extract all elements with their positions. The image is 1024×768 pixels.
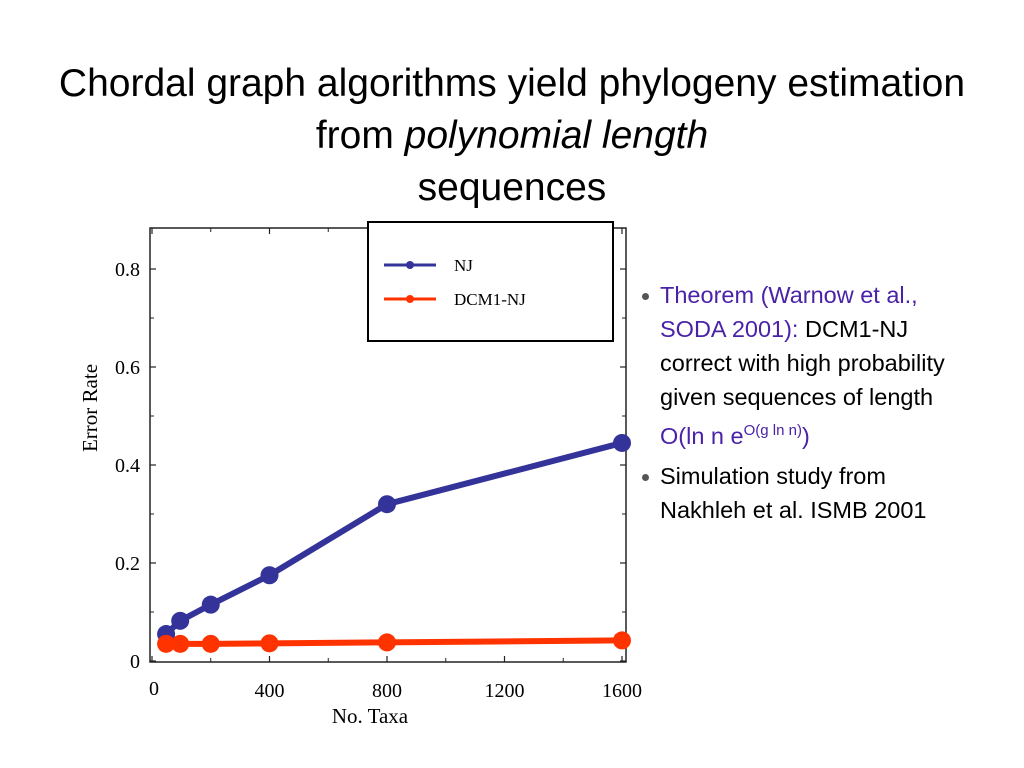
y-axis-label: Error Rate bbox=[78, 364, 102, 452]
data-point-nj bbox=[260, 566, 279, 585]
y-tick-label: 0.8 bbox=[115, 259, 140, 281]
data-point-dcm1-nj bbox=[171, 634, 190, 653]
bullet-dot-icon bbox=[642, 474, 649, 481]
legend-swatch-marker bbox=[406, 261, 414, 269]
legend-swatch-marker bbox=[406, 295, 414, 303]
y-tick-label: 0.2 bbox=[115, 553, 140, 575]
title-text: Chordal graph algorithms yield phylogeny… bbox=[58, 62, 966, 157]
title-text-end: sequences bbox=[417, 166, 607, 209]
data-point-dcm1-nj bbox=[201, 634, 220, 653]
theorem-formula: O(ln n eO(g ln n)) bbox=[660, 422, 810, 449]
y-tick-label: 0.4 bbox=[115, 455, 140, 477]
legend-label: NJ bbox=[454, 256, 473, 275]
y-tick-label: 0.6 bbox=[115, 357, 140, 379]
chart-legend: NJ DCM1-NJ bbox=[367, 221, 614, 342]
slide-title: Chordal graph algorithms yield phylogeny… bbox=[40, 58, 984, 214]
x-tick-label: 0 bbox=[149, 678, 159, 700]
bullet-list: Theorem (Warnow et al., SODA 2001): DCM1… bbox=[642, 278, 972, 533]
x-tick-label: 1600 bbox=[602, 680, 642, 702]
legend-box bbox=[367, 221, 614, 342]
title-italic-text: polynomial length bbox=[404, 114, 709, 157]
x-tick-label: 400 bbox=[255, 680, 285, 702]
x-tick-label: 1200 bbox=[485, 680, 525, 702]
theorem-citation: Theorem (Warnow et al., SODA 2001): bbox=[660, 282, 918, 342]
legend-label: DCM1-NJ bbox=[454, 290, 526, 309]
data-point-nj bbox=[201, 595, 220, 614]
data-point-nj bbox=[171, 611, 190, 630]
data-point-dcm1-nj bbox=[613, 631, 631, 650]
data-point-dcm1-nj bbox=[157, 634, 176, 653]
bullet-dot-icon bbox=[642, 293, 649, 300]
data-point-dcm1-nj bbox=[378, 633, 396, 652]
bullet-simulation: Simulation study from Nakhleh et al. ISM… bbox=[642, 459, 972, 527]
data-point-nj bbox=[378, 495, 396, 514]
formula-close: ) bbox=[801, 423, 810, 449]
chart-series bbox=[157, 433, 631, 653]
series-line-nj bbox=[164, 440, 623, 637]
formula-base: O(ln n e bbox=[660, 423, 744, 449]
data-point-dcm1-nj bbox=[260, 634, 279, 653]
theorem-text: DCM1-NJ correct with high probability gi… bbox=[660, 316, 945, 410]
axis-ticks: 0 0.2 0.4 0.6 0.8 0 400 800 1200 1600 bbox=[115, 228, 642, 702]
simulation-text: Simulation study from Nakhleh et al. ISM… bbox=[660, 463, 927, 523]
formula-exponent: O(g ln n) bbox=[743, 422, 802, 439]
bullet-theorem: Theorem (Warnow et al., SODA 2001): DCM1… bbox=[642, 278, 972, 453]
x-axis-label: No. Taxa bbox=[332, 704, 409, 728]
y-tick-label: 0 bbox=[130, 651, 140, 673]
data-point-nj bbox=[613, 433, 631, 452]
x-tick-label: 800 bbox=[372, 680, 402, 702]
